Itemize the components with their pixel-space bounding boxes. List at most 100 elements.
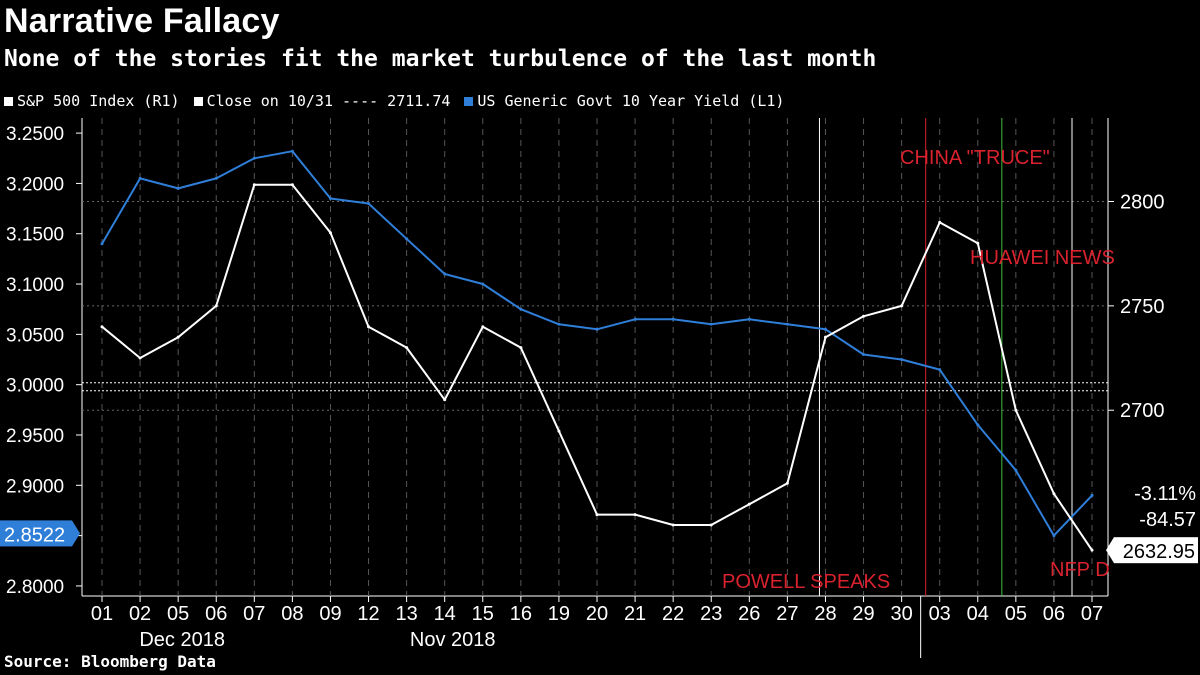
sp500-point bbox=[214, 304, 218, 308]
x-tick-label: 08 bbox=[281, 603, 303, 625]
legend-swatch-close bbox=[193, 96, 203, 106]
sp500-point bbox=[405, 346, 409, 350]
legend: S&P 500 Index (R1) Close on 10/31 ---- 2… bbox=[4, 92, 784, 110]
chart-title: Narrative Fallacy bbox=[4, 2, 280, 40]
sp500-point bbox=[938, 220, 942, 224]
sp500-point bbox=[519, 346, 523, 350]
legend-label-yield: US Generic Govt 10 Year Yield (L1) bbox=[477, 92, 785, 110]
left-tick-label: 2.9500 bbox=[6, 426, 64, 447]
yield-current-box bbox=[0, 520, 72, 547]
left-tick-label: 2.9000 bbox=[6, 476, 64, 497]
abs-change-label: -84.57 bbox=[1139, 509, 1196, 531]
left-tick-label: 3.2000 bbox=[6, 174, 64, 195]
yield-point bbox=[1014, 468, 1018, 472]
month-label: Dec 2018 bbox=[139, 629, 225, 651]
yield-point bbox=[214, 176, 218, 180]
x-tick-label: 07 bbox=[243, 603, 265, 625]
event-label: POWELL SPEAKS bbox=[722, 571, 890, 593]
yield-point bbox=[328, 197, 332, 201]
x-tick-label: 06 bbox=[205, 603, 227, 625]
yield-point bbox=[100, 242, 104, 246]
yield-point bbox=[862, 352, 866, 356]
x-tick-label: 29 bbox=[852, 603, 874, 625]
x-tick-label: 02 bbox=[129, 603, 151, 625]
sp500-point bbox=[1090, 548, 1094, 552]
legend-sp500: S&P 500 Index (R1) bbox=[4, 92, 180, 110]
yield-point bbox=[290, 149, 294, 153]
x-tick-label: 05 bbox=[167, 603, 189, 625]
legend-label-close: Close on 10/31 ---- 2711.74 bbox=[206, 92, 451, 110]
x-tick-label: 07 bbox=[1081, 603, 1103, 625]
month-label: Nov 2018 bbox=[410, 629, 496, 651]
left-tick-label: 3.1500 bbox=[6, 225, 64, 246]
sp500-point bbox=[595, 513, 599, 517]
yield-point bbox=[138, 176, 142, 180]
x-tick-label: 04 bbox=[967, 603, 989, 625]
yield-point bbox=[481, 282, 485, 286]
right-tick-label: 2800 bbox=[1120, 191, 1165, 213]
left-tick-label: 3.2500 bbox=[6, 124, 64, 145]
x-tick-label: 03 bbox=[929, 603, 951, 625]
legend-close: Close on 10/31 ---- 2711.74 bbox=[193, 92, 451, 110]
event-label: NFP D bbox=[1050, 559, 1110, 581]
yield-point bbox=[1052, 534, 1056, 538]
source-note: Source: Bloomberg Data bbox=[4, 652, 216, 671]
pct-change-label: -3.11% bbox=[1134, 483, 1196, 505]
yield-point bbox=[900, 358, 904, 362]
price-current-pointer bbox=[1106, 537, 1114, 564]
x-tick-label: 20 bbox=[586, 603, 608, 625]
sp500-point bbox=[862, 314, 866, 318]
x-tick-label: 01 bbox=[91, 603, 113, 625]
sp500-point bbox=[823, 335, 827, 339]
left-tick-label: 3.0500 bbox=[6, 325, 64, 346]
legend-swatch-sp500 bbox=[4, 96, 13, 106]
sp500-point bbox=[976, 241, 980, 245]
yield-point bbox=[252, 156, 256, 160]
x-tick-label: 05 bbox=[1005, 603, 1027, 625]
x-tick-label: 28 bbox=[814, 603, 836, 625]
x-tick-label: 06 bbox=[1043, 603, 1065, 625]
yield-point bbox=[976, 423, 980, 427]
sp500-point bbox=[1014, 408, 1018, 412]
left-tick-label: 3.1000 bbox=[6, 275, 64, 296]
sp500-point bbox=[709, 523, 713, 527]
x-tick-label: 23 bbox=[700, 603, 722, 625]
sp500-point bbox=[367, 325, 371, 329]
sp500-point bbox=[557, 429, 561, 433]
x-tick-label: 22 bbox=[662, 603, 684, 625]
yield-point bbox=[519, 307, 523, 311]
yield-point bbox=[671, 317, 675, 321]
price-current-label: 2632.95 bbox=[1123, 541, 1195, 563]
left-tick-label: 2.8000 bbox=[6, 577, 64, 598]
x-tick-label: 09 bbox=[319, 603, 341, 625]
yield-current-pointer bbox=[72, 520, 80, 547]
sp500-point bbox=[252, 183, 256, 187]
yield-current-label: 2.8522 bbox=[4, 524, 65, 546]
sp500-point bbox=[481, 325, 485, 329]
left-tick-label: 3.0000 bbox=[6, 376, 64, 397]
x-tick-label: 26 bbox=[738, 603, 760, 625]
sp500-point bbox=[633, 513, 637, 517]
sp500-point bbox=[138, 356, 142, 360]
sp500-point bbox=[328, 231, 332, 235]
yield-point bbox=[938, 368, 942, 372]
sp500-point bbox=[176, 335, 180, 339]
yield-point bbox=[443, 272, 447, 276]
x-tick-label: 27 bbox=[776, 603, 798, 625]
x-tick-label: 13 bbox=[395, 603, 417, 625]
sp500-point bbox=[671, 523, 675, 527]
sp500-point bbox=[290, 183, 294, 187]
sp500-point bbox=[100, 325, 104, 329]
yield-point bbox=[747, 317, 751, 321]
event-label: HUAWEI NEWS bbox=[970, 247, 1115, 269]
x-tick-label: 15 bbox=[472, 603, 494, 625]
yield-point bbox=[633, 317, 637, 321]
sp500-point bbox=[1052, 492, 1056, 496]
x-tick-label: 21 bbox=[624, 603, 646, 625]
sp500-point bbox=[785, 481, 789, 485]
x-tick-label: 14 bbox=[434, 603, 456, 625]
price-current-box bbox=[1114, 537, 1198, 564]
yield-point bbox=[709, 322, 713, 326]
yield-point bbox=[405, 237, 409, 241]
